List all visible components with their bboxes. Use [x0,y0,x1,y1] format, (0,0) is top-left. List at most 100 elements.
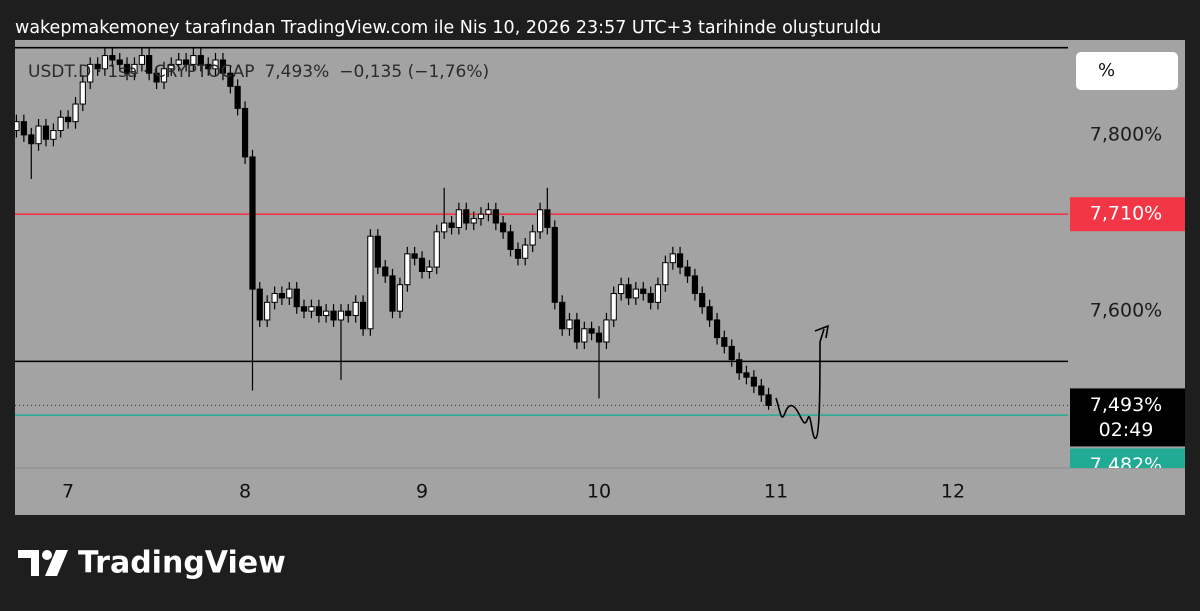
candle-body [559,301,566,330]
candle-body [190,55,197,65]
candle-body [278,293,285,299]
x-tick-label: 9 [416,481,428,503]
candle-body [625,284,632,299]
candle-body [72,103,79,123]
candle-body [50,129,57,140]
candle-body [374,235,381,268]
candle-body [566,319,573,330]
candle-body [743,372,750,378]
candle-body [160,68,168,83]
candle-body [441,222,448,233]
candle-body [610,293,617,321]
candle-body [765,394,772,406]
candle-body [603,319,610,343]
candle-body [42,125,50,140]
candle-body [123,63,131,74]
x-tick-label: 12 [941,481,965,503]
price-tag [1070,388,1185,447]
candle-body [300,306,308,312]
candle-body [360,301,367,330]
candle-body [28,134,35,145]
candle-body [315,306,322,317]
chart-panel [15,40,1185,515]
candle-body [736,359,743,374]
candle-body [35,125,42,145]
candle-body [669,253,676,264]
candle-body [470,218,477,224]
price-countdown: 02:49 [1099,419,1154,441]
logo-bar [18,550,39,576]
x-tick-label: 10 [587,481,611,503]
price-tag-label: 7,493% [1090,394,1162,416]
candle-body [684,266,691,277]
candle-body [485,209,492,215]
candle-body [662,262,669,286]
candle-body [131,63,138,74]
candle-body [713,319,721,339]
price-tag [1070,448,1185,468]
candle-body [57,116,64,131]
legend-price: 7,493% [264,62,329,82]
price-tag-label: 7,482% [1090,454,1162,476]
price-scale: 7,600% 7,800% 7,710% 7,493% 02:49 7,482% [1070,123,1185,476]
candle-body [463,209,470,224]
brand-name: TradingView [78,546,286,581]
candle-body [352,301,359,317]
scale-mode-button[interactable] [1076,52,1178,90]
legend-symbol: USDT.D · 1sa · CRYPTOCAP [28,62,254,82]
candle-body [323,310,330,317]
candle-body [618,284,625,295]
candle-body [699,293,706,308]
candle-body [146,55,153,74]
candle-body [507,231,514,250]
candle-body [581,328,588,343]
candle-body [529,231,536,246]
candle-body [477,213,485,220]
candle-body [396,284,404,312]
candle-body [455,209,462,228]
candle-body [234,85,241,109]
candle-body [286,288,293,299]
legend-change: −0,135 (−1,76%) [339,62,489,82]
candle-body [676,253,684,268]
candle-body [426,266,433,272]
candle-body [153,72,160,83]
candle-body [138,55,145,65]
candle-body [205,63,212,70]
candle-body [706,306,713,321]
candle-body [418,257,426,272]
candle-body [271,293,278,303]
candle-body [15,121,20,131]
candle-body [64,116,72,123]
candle-body [241,107,249,158]
candle-body [293,288,300,308]
candle-body [219,59,227,74]
brand-logo: TradingView [18,546,286,581]
candle-body [448,222,455,228]
candle-body [116,59,123,65]
candle-body [264,301,271,321]
candle-body [499,222,507,233]
candle-body [345,310,352,317]
candle-body [79,81,86,105]
candle-body [433,231,440,268]
candle-body [330,310,337,321]
price-tag [1070,197,1185,232]
candle-body [536,209,544,233]
candle-body [573,319,580,343]
time-axis: 7 8 9 10 11 12 [62,481,965,503]
candle-body [721,337,728,347]
legend: USDT.D · 1sa · CRYPTOCAP 7,493% −0,135 (−1… [28,62,489,82]
candle-body [382,266,389,277]
candle-body [94,63,101,70]
attribution: wakepmakemoney tarafından TradingView.co… [15,18,881,38]
candle-body [109,55,116,61]
scale-mode-label: % [1098,60,1115,81]
candle-body [728,345,735,361]
candle-body [337,310,345,321]
candle-body [367,235,374,330]
candle-body [411,253,418,259]
candle-body [551,226,558,303]
candle-body [389,275,396,312]
